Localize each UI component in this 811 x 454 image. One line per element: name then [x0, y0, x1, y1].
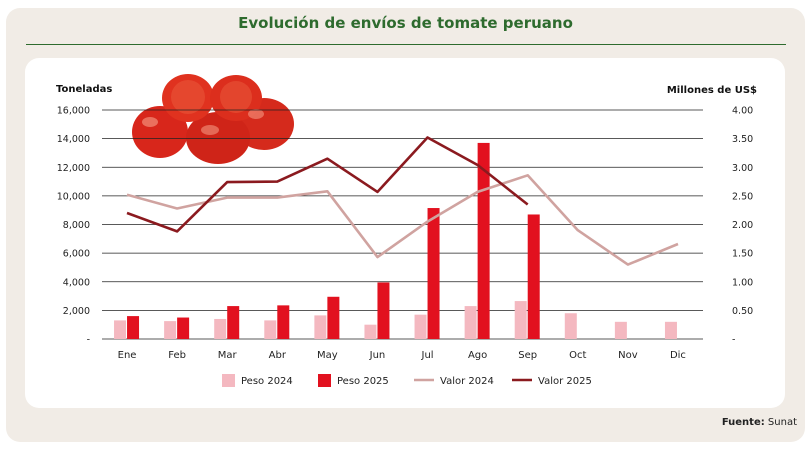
- y2-tick-label: 3.50: [732, 134, 753, 145]
- x-tick-label: Abr: [269, 350, 287, 361]
- bar-peso-2024: [564, 313, 577, 339]
- y-tick-label: 12,000: [57, 163, 90, 174]
- legend-swatch-peso-2024: [222, 374, 235, 387]
- bar-peso-2024: [214, 318, 227, 339]
- y-axis-title: Toneladas: [56, 84, 112, 95]
- y2-tick-label: 1.50: [732, 249, 753, 260]
- bar-peso-2024: [164, 321, 177, 339]
- y-tick-label: 4,000: [63, 277, 90, 288]
- legend-label-valor-2024: Valor 2024: [440, 376, 494, 387]
- bar-peso-2025: [277, 305, 290, 339]
- y2-tick-label: 0.50: [732, 306, 753, 317]
- bar-peso-2025: [227, 306, 240, 339]
- bar-peso-2024: [614, 321, 627, 339]
- line-valor-2025: [126, 136, 529, 233]
- bar-peso-2025: [177, 317, 190, 339]
- source-label: Fuente:: [721, 417, 765, 428]
- chart-title: Evolución de envíos de tomate peruano: [238, 14, 573, 32]
- bar-peso-2024: [114, 320, 127, 339]
- y-tick-label: 2,000: [63, 306, 90, 317]
- y-tick-label: -: [87, 335, 90, 346]
- y-tick-label: 14,000: [57, 134, 90, 145]
- legend-swatch-peso-2025: [318, 374, 331, 387]
- legend-label-peso-2025: Peso 2025: [337, 376, 389, 387]
- bar-peso-2024: [414, 314, 427, 339]
- y-tick-label: 10,000: [57, 191, 90, 202]
- y-tick-label: 16,000: [57, 106, 90, 117]
- x-tick-label: Mar: [218, 350, 238, 361]
- source-note: Fuente: Sunat: [722, 417, 797, 428]
- bar-peso-2025: [527, 214, 540, 339]
- x-tick-label: Nov: [618, 350, 638, 361]
- y2-tick-label: 4.00: [732, 106, 753, 117]
- x-tick-label: Dic: [670, 350, 686, 361]
- x-tick-label: Ago: [468, 350, 487, 361]
- bar-peso-2025: [127, 316, 140, 339]
- title-divider: [26, 44, 786, 45]
- bar-peso-2024: [364, 324, 377, 339]
- y2-tick-label: 2.00: [732, 220, 753, 231]
- x-tick-label: Ene: [118, 350, 137, 361]
- x-tick-label: Oct: [569, 350, 586, 361]
- x-tick-label: May: [317, 350, 338, 361]
- tomato-image: [132, 74, 294, 164]
- bar-peso-2024: [264, 320, 277, 339]
- bar-peso-2025: [327, 296, 340, 339]
- y2-tick-label: 3.00: [732, 163, 753, 174]
- source-value: Sunat: [767, 417, 797, 428]
- y2-tick-label: 2.50: [732, 191, 753, 202]
- legend-label-valor-2025: Valor 2025: [538, 376, 592, 387]
- y-tick-label: 6,000: [63, 249, 90, 260]
- x-tick-label: Feb: [168, 350, 186, 361]
- y-tick-label: 8,000: [63, 220, 90, 231]
- y2-tick-label: -: [732, 335, 735, 346]
- x-tick-label: Sep: [518, 350, 537, 361]
- y2-axis-title: Millones de US$: [667, 85, 757, 96]
- bar-peso-2025: [427, 208, 440, 339]
- x-tick-label: Jun: [369, 350, 386, 361]
- bar-peso-2024: [464, 306, 477, 339]
- bar-peso-2024: [314, 315, 327, 339]
- legend-label-peso-2024: Peso 2024: [241, 376, 293, 387]
- x-tick-label: Jul: [421, 350, 434, 361]
- line-valor-2024: [126, 174, 679, 266]
- bar-peso-2024: [514, 301, 527, 339]
- bar-peso-2024: [664, 321, 677, 339]
- y2-tick-label: 1.00: [732, 277, 753, 288]
- bar-peso-2025: [377, 282, 390, 339]
